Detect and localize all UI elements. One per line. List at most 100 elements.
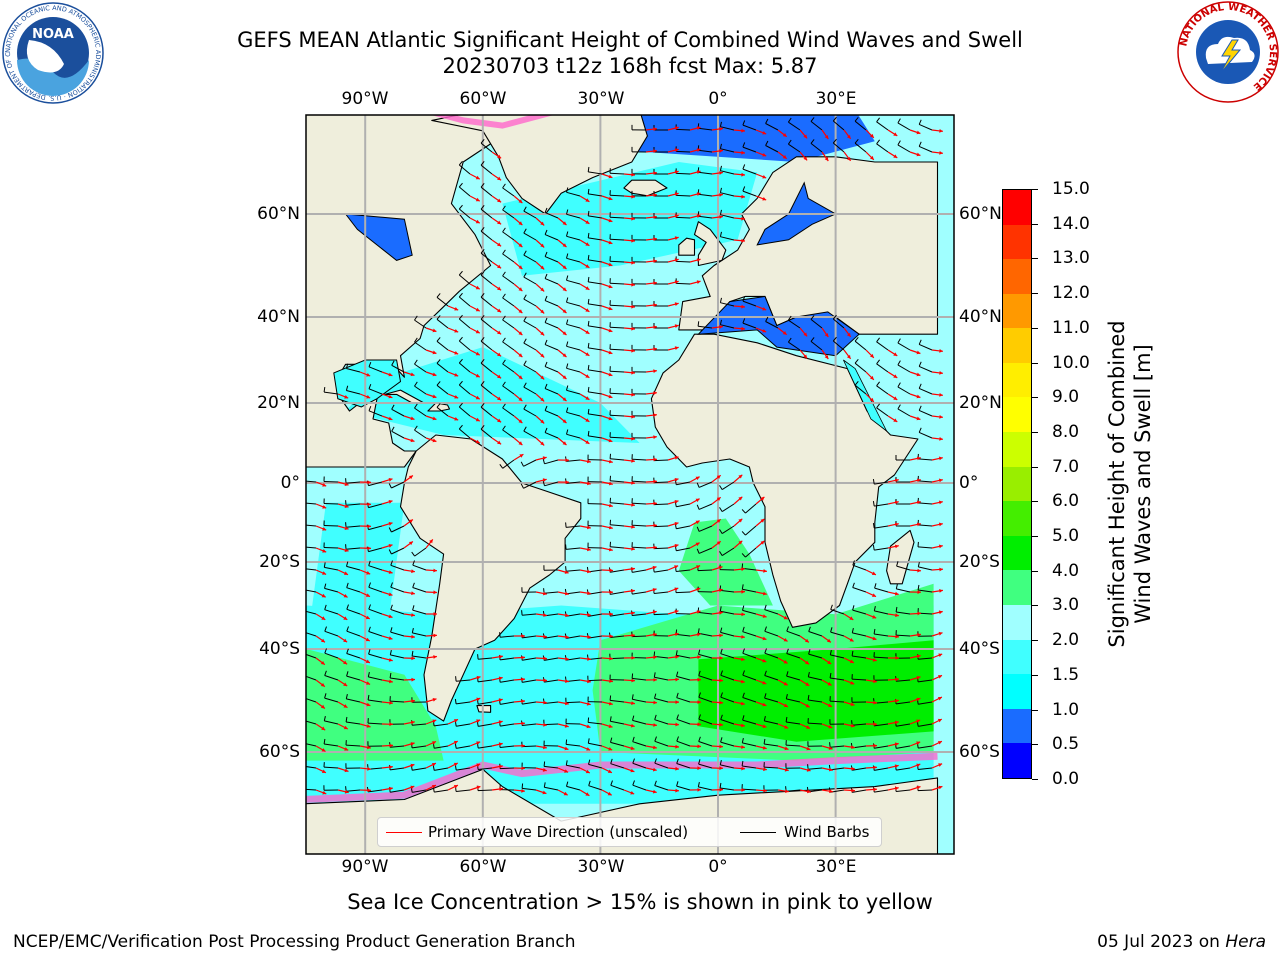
wave-arrowhead xyxy=(366,593,370,597)
wave-arrowhead xyxy=(321,593,326,598)
wind-barb xyxy=(852,723,867,726)
wave-arrowhead xyxy=(631,172,635,177)
wind-barb xyxy=(522,657,537,661)
colorbar-tick-label: 2.0 xyxy=(1052,630,1080,651)
wind-barb xyxy=(829,700,845,703)
wave-arrowhead xyxy=(653,655,657,660)
wind-barb-flag xyxy=(367,671,370,678)
colorbar-segment xyxy=(1003,743,1031,778)
wind-barb-flag xyxy=(566,275,569,281)
wave-arrowhead xyxy=(738,474,743,479)
wave-arrowhead xyxy=(674,610,679,614)
wind-barb-flag xyxy=(388,483,392,489)
wave-arrowhead xyxy=(343,704,348,708)
wave-arrowhead xyxy=(916,350,921,355)
wave-arrowhead xyxy=(653,127,657,131)
wave-arrowhead xyxy=(388,416,393,421)
wind-barb xyxy=(610,784,625,791)
wave-arrowhead xyxy=(653,435,657,439)
colorbar-tick-label: 11.0 xyxy=(1052,317,1090,338)
wind-barb xyxy=(918,701,933,705)
wind-barb-flag xyxy=(918,339,922,345)
wave-arrowhead xyxy=(738,540,743,545)
wave-arrowhead xyxy=(760,540,765,545)
wave-arrowhead xyxy=(783,638,788,642)
wind-barb xyxy=(458,164,471,175)
graticule xyxy=(306,115,954,854)
wave-arrowhead xyxy=(917,633,921,637)
wind-barb-flag xyxy=(414,359,418,365)
wind-barb xyxy=(480,186,493,197)
wind-barb xyxy=(588,347,603,351)
wind-barb xyxy=(610,741,625,747)
wind-barb-flag xyxy=(742,626,745,632)
wind-barb-flag xyxy=(810,139,815,144)
wind-barb xyxy=(852,632,867,637)
forecast-subtitle: 20230703 t12z 168h fcst Max: 5.87 xyxy=(442,54,818,78)
wind-barb xyxy=(346,390,361,395)
wind-barb xyxy=(306,632,317,637)
wave-arrowhead xyxy=(609,634,613,639)
wave-arrowhead xyxy=(433,655,437,659)
colorbar-tick-mark xyxy=(1032,744,1038,746)
wave-arrowhead xyxy=(719,678,723,683)
colorbar-segment xyxy=(1003,535,1031,571)
land-hispaniola xyxy=(427,402,451,412)
wave-arrowhead xyxy=(344,395,349,399)
wave-arrowhead xyxy=(562,309,567,313)
wave-arrowhead xyxy=(653,215,657,219)
wave-arrowhead xyxy=(585,264,590,268)
wind-barb-flag xyxy=(521,610,523,616)
shading-green-region xyxy=(306,649,444,761)
wind-barb xyxy=(609,282,625,285)
wind-barb xyxy=(918,589,933,593)
wind-barb-flag xyxy=(741,553,746,558)
wind-barb-flag xyxy=(832,116,837,122)
wave-arrowhead xyxy=(344,571,348,575)
wind-barb-flag xyxy=(897,382,901,388)
wave-arrowhead xyxy=(719,633,723,638)
wave-arrowhead xyxy=(518,419,523,424)
wind-barb xyxy=(610,720,625,725)
wind-barb-flag xyxy=(390,627,393,633)
wind-barb-flag xyxy=(764,648,767,654)
wind-barb xyxy=(412,632,427,637)
wave-arrowhead xyxy=(344,768,349,773)
wind-barb xyxy=(346,789,361,792)
wave-arrowhead xyxy=(763,767,767,772)
wave-arrowhead xyxy=(696,587,701,592)
wind-barb-flag xyxy=(523,294,527,300)
wave-arrowhead xyxy=(475,329,480,334)
wave-arrowhead xyxy=(631,656,635,660)
wind-barb xyxy=(698,718,713,725)
wind-barb xyxy=(918,657,933,660)
wind-barb-flag xyxy=(632,715,635,721)
wave-arrowhead xyxy=(518,353,523,358)
wind-barb xyxy=(566,525,581,528)
wind-barb xyxy=(698,741,713,747)
wave-arrowhead xyxy=(894,742,899,747)
wave-arrowhead xyxy=(806,746,811,751)
wind-barb xyxy=(414,319,427,329)
wind-barb xyxy=(874,503,889,507)
wave-arrowhead xyxy=(738,496,743,501)
wind-barb xyxy=(368,366,383,373)
wind-barb-flag xyxy=(588,759,591,765)
wind-barb xyxy=(830,609,845,615)
wave-arrowhead xyxy=(410,785,415,790)
wind-barb xyxy=(917,546,933,549)
wave-arrowhead xyxy=(540,353,545,358)
wave-arrowhead xyxy=(939,393,943,397)
wind-barb-flag xyxy=(436,293,441,298)
wave-arrowhead xyxy=(587,459,591,464)
wind-barb xyxy=(523,430,537,439)
wind-barb xyxy=(544,459,559,465)
wave-arrowhead xyxy=(320,683,325,687)
wave-arrowhead xyxy=(938,478,943,483)
wave-arrowhead xyxy=(916,522,921,527)
wind-barb-flag xyxy=(742,186,746,192)
wind-barb-flag xyxy=(832,336,837,342)
wave-arrowhead xyxy=(697,677,701,682)
wave-arrowhead xyxy=(608,350,613,355)
